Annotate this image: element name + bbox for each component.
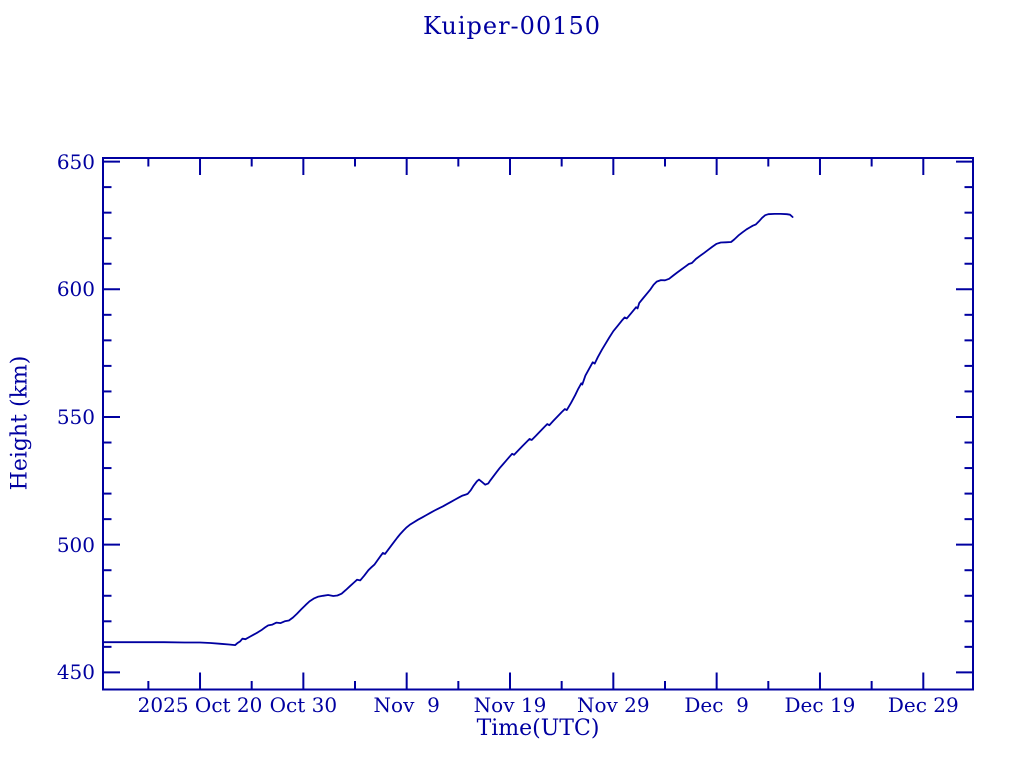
x-axis-title: Time(UTC) (476, 716, 600, 741)
height-data-line (102, 213, 794, 646)
x-tick-label: Nov 29 (576, 693, 650, 717)
x-tick-label: Nov 19 (473, 693, 547, 717)
x-tick-label: 2025 Oct 20 (137, 693, 263, 717)
x-tick-label: Oct 30 (269, 693, 338, 717)
y-tick-label: 650 (56, 149, 95, 174)
chart-title: Kuiper-00150 (422, 12, 602, 40)
x-tick-label: Dec 29 (887, 693, 959, 717)
y-tick-label: 550 (56, 404, 95, 429)
y-tick-label: 600 (56, 277, 95, 302)
x-tick-label: Dec 9 (684, 693, 749, 717)
x-tick-label: Dec 19 (784, 693, 856, 717)
plot-frame (102, 157, 974, 691)
x-tick-label: Nov 9 (373, 693, 440, 717)
y-tick-label: 450 (56, 660, 95, 685)
y-tick-label: 500 (56, 532, 95, 557)
